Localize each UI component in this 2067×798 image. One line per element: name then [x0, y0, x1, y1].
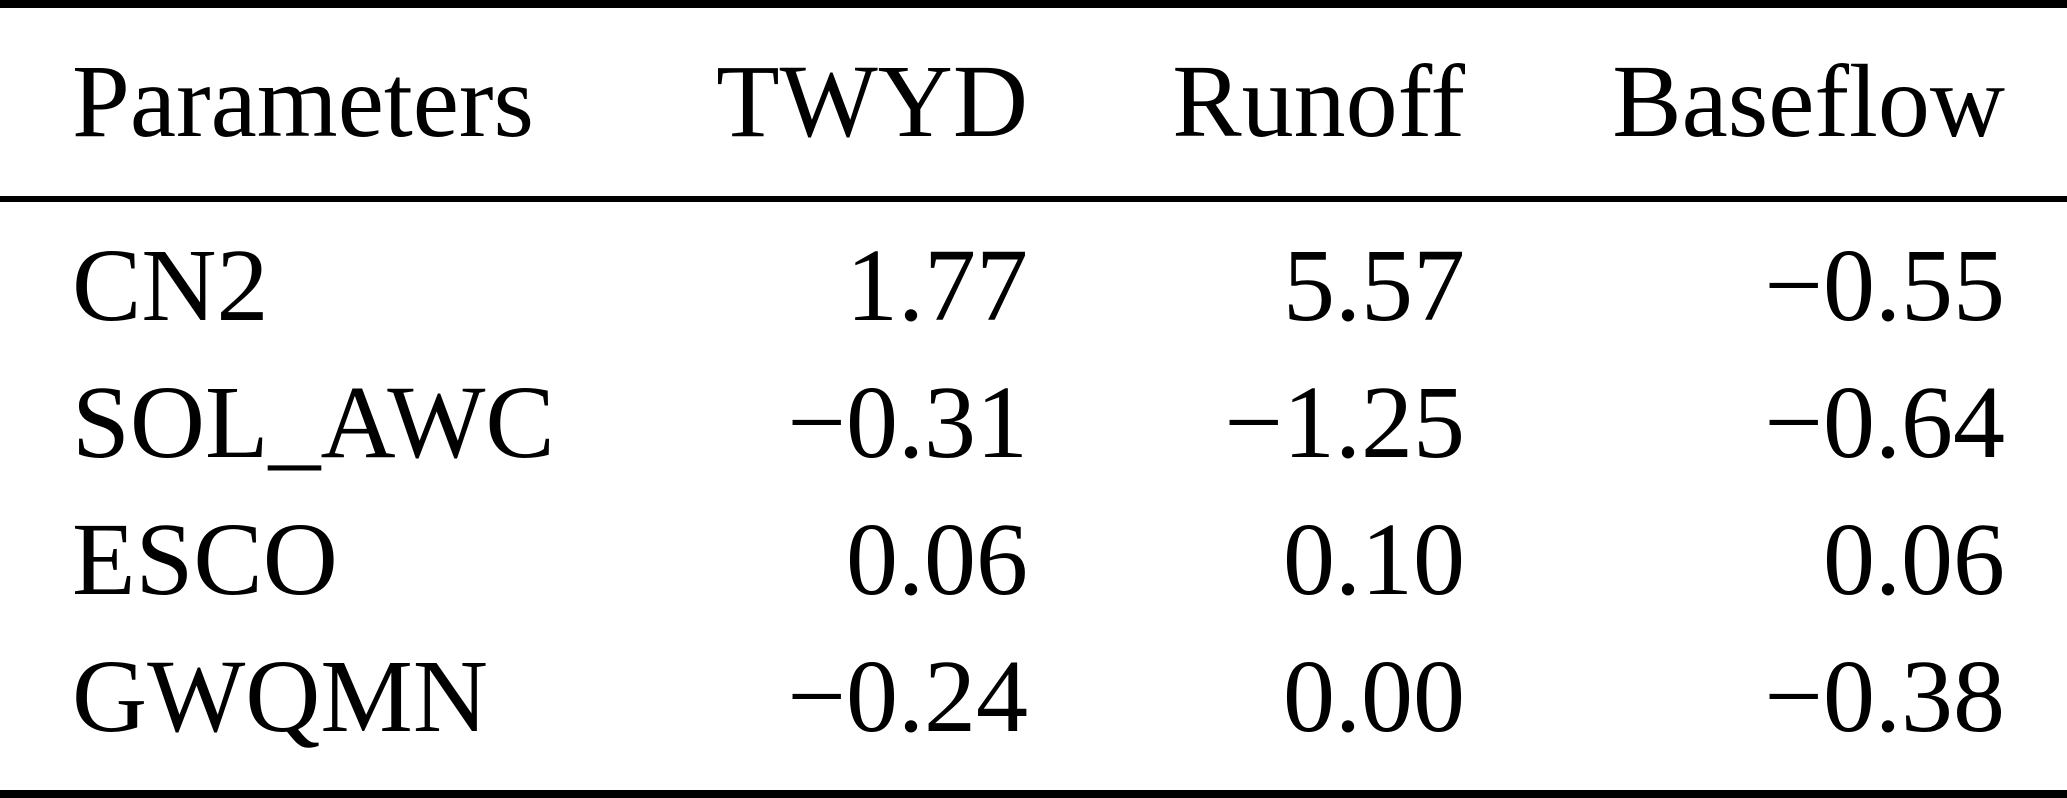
baseflow-value-cell: −0.55 — [1764, 227, 2005, 343]
twyd-value-cell: 1.77 — [846, 227, 1028, 343]
parameter-name-cell: ESCO — [72, 501, 338, 617]
column-header-parameters: Parameters — [72, 44, 535, 159]
twyd-value-cell: −0.31 — [787, 364, 1028, 480]
table-row: ESCO 0.06 0.10 0.06 — [0, 491, 2067, 628]
parameter-name-cell: GWQMN — [72, 638, 488, 754]
runoff-value-cell: 0.10 — [1283, 501, 1465, 617]
column-header-runoff: Runoff — [1172, 44, 1465, 159]
table-bottom-rule — [0, 790, 2067, 798]
runoff-value-cell: 5.57 — [1283, 227, 1465, 343]
twyd-value-cell: −0.24 — [787, 638, 1028, 754]
table-top-rule — [0, 0, 2067, 8]
runoff-value-cell: 0.00 — [1283, 638, 1465, 754]
table-header-row: Parameters TWYD Runoff Baseflow — [0, 8, 2067, 196]
column-header-twyd: TWYD — [716, 44, 1028, 159]
column-header-baseflow: Baseflow — [1612, 44, 2005, 159]
baseflow-value-cell: 0.06 — [1823, 501, 2005, 617]
table-row: CN2 1.77 5.57 −0.55 — [0, 217, 2067, 354]
runoff-value-cell: −1.25 — [1224, 364, 1465, 480]
table-header-separator-rule — [0, 196, 2067, 202]
table-body: CN2 1.77 5.57 −0.55 SOL_AWC −0.31 −1.25 … — [0, 202, 2067, 790]
baseflow-value-cell: −0.38 — [1764, 638, 2005, 754]
table-row: SOL_AWC −0.31 −1.25 −0.64 — [0, 354, 2067, 491]
parameter-name-cell: CN2 — [72, 227, 269, 343]
table-row: GWQMN −0.24 0.00 −0.38 — [0, 628, 2067, 765]
baseflow-value-cell: −0.64 — [1764, 364, 2005, 480]
twyd-value-cell: 0.06 — [846, 501, 1028, 617]
parameter-name-cell: SOL_AWC — [72, 364, 555, 480]
